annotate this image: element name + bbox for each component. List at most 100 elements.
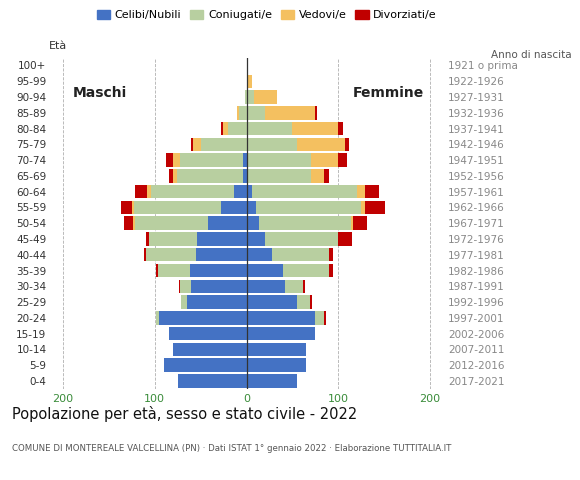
Bar xyxy=(316,106,317,120)
Bar xyxy=(237,106,239,120)
Bar xyxy=(191,138,193,151)
Bar xyxy=(297,138,345,151)
Bar xyxy=(158,264,190,277)
Bar xyxy=(285,279,303,293)
Bar xyxy=(265,106,316,120)
Legend: Celibi/Nubili, Coniugati/e, Vedovi/e, Divorziati/e: Celibi/Nubili, Coniugati/e, Vedovi/e, Di… xyxy=(92,6,441,25)
Bar xyxy=(155,264,158,277)
Text: Popolazione per età, sesso e stato civile - 2022: Popolazione per età, sesso e stato civil… xyxy=(12,406,357,421)
Bar xyxy=(169,327,246,340)
Bar xyxy=(173,169,177,182)
Bar xyxy=(121,201,132,214)
Bar xyxy=(239,106,246,120)
Bar xyxy=(345,138,349,151)
Bar xyxy=(246,74,248,88)
Bar xyxy=(324,311,327,324)
Bar xyxy=(246,201,256,214)
Bar xyxy=(149,232,197,246)
Bar xyxy=(283,264,329,277)
Bar xyxy=(135,185,147,198)
Bar xyxy=(329,248,333,262)
Bar xyxy=(243,154,246,167)
Bar xyxy=(252,185,357,198)
Text: Maschi: Maschi xyxy=(72,86,127,100)
Bar xyxy=(124,216,133,230)
Text: Femmine: Femmine xyxy=(353,86,425,100)
Bar xyxy=(248,74,252,88)
Bar xyxy=(246,185,252,198)
Bar xyxy=(338,232,352,246)
Bar xyxy=(246,106,265,120)
Text: Età: Età xyxy=(49,41,67,51)
Bar xyxy=(151,185,234,198)
Bar xyxy=(292,122,338,135)
Bar xyxy=(246,295,297,309)
Bar xyxy=(201,138,246,151)
Bar xyxy=(256,201,361,214)
Bar xyxy=(173,343,246,356)
Bar xyxy=(182,295,187,309)
Bar xyxy=(243,169,246,182)
Bar xyxy=(324,169,329,182)
Bar xyxy=(133,201,221,214)
Bar xyxy=(246,374,297,388)
Bar xyxy=(147,185,151,198)
Bar xyxy=(311,154,338,167)
Bar xyxy=(246,138,297,151)
Text: Anno di nascita: Anno di nascita xyxy=(491,50,571,60)
Bar xyxy=(221,201,246,214)
Bar xyxy=(228,122,246,135)
Bar xyxy=(254,90,277,104)
Bar xyxy=(246,359,306,372)
Bar xyxy=(132,201,133,214)
Bar xyxy=(135,216,208,230)
Bar xyxy=(303,279,305,293)
Bar xyxy=(196,248,246,262)
Bar xyxy=(164,359,246,372)
Bar xyxy=(265,232,338,246)
Bar xyxy=(234,185,246,198)
Text: COMUNE DI MONTEREALE VALCELLINA (PN) · Dati ISTAT 1° gennaio 2022 · Elaborazione: COMUNE DI MONTEREALE VALCELLINA (PN) · D… xyxy=(12,444,451,453)
Bar xyxy=(177,169,243,182)
Bar xyxy=(191,279,246,293)
Bar xyxy=(316,311,324,324)
Bar xyxy=(310,295,311,309)
Bar xyxy=(173,154,180,167)
Bar xyxy=(351,216,353,230)
Bar xyxy=(329,264,333,277)
Bar xyxy=(246,248,272,262)
Bar xyxy=(169,169,173,182)
Bar xyxy=(246,232,265,246)
Bar xyxy=(246,327,316,340)
Bar xyxy=(144,248,146,262)
Bar xyxy=(190,264,246,277)
Bar xyxy=(311,169,324,182)
Bar xyxy=(223,122,228,135)
Bar xyxy=(246,216,259,230)
Bar xyxy=(187,295,246,309)
Bar xyxy=(221,122,223,135)
Bar xyxy=(246,264,283,277)
Bar xyxy=(146,248,196,262)
Bar xyxy=(338,122,343,135)
Bar xyxy=(272,248,329,262)
Bar xyxy=(353,216,367,230)
Bar xyxy=(365,201,385,214)
Bar xyxy=(180,154,243,167)
Bar xyxy=(245,90,246,104)
Bar xyxy=(297,295,310,309)
Bar xyxy=(338,154,347,167)
Bar xyxy=(177,374,246,388)
Bar xyxy=(357,185,365,198)
Bar xyxy=(197,232,246,246)
Bar xyxy=(246,122,292,135)
Bar xyxy=(246,154,311,167)
Bar xyxy=(246,279,285,293)
Bar xyxy=(179,279,180,293)
Bar xyxy=(246,169,311,182)
Bar xyxy=(259,216,351,230)
Bar xyxy=(361,201,365,214)
Bar xyxy=(146,232,149,246)
Bar xyxy=(133,216,135,230)
Bar xyxy=(155,311,160,324)
